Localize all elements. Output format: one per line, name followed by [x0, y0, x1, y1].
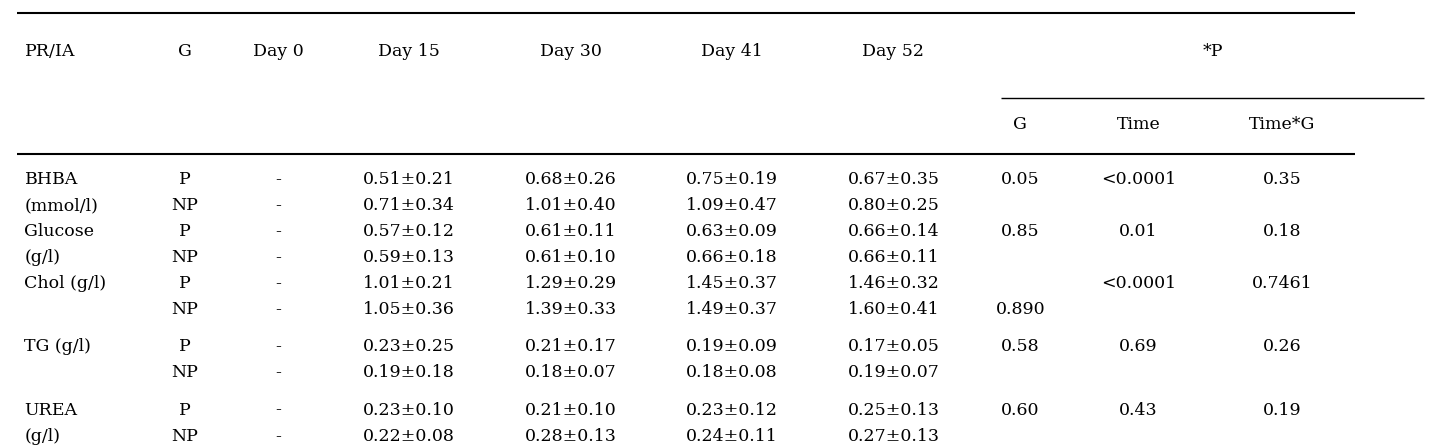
Text: 0.61±0.11: 0.61±0.11 [525, 223, 617, 240]
Text: 0.35: 0.35 [1264, 171, 1301, 188]
Text: 0.24±0.11: 0.24±0.11 [686, 428, 778, 445]
Text: <0.0001: <0.0001 [1101, 171, 1176, 188]
Text: 0.27±0.13: 0.27±0.13 [847, 428, 940, 445]
Text: NP: NP [171, 428, 197, 445]
Text: G: G [177, 43, 192, 60]
Text: Glucose: Glucose [24, 223, 95, 240]
Text: 0.69: 0.69 [1120, 338, 1157, 356]
Text: *P: *P [1202, 43, 1223, 60]
Text: -: - [275, 171, 281, 188]
Text: -: - [275, 428, 281, 445]
Text: Day 15: Day 15 [379, 43, 440, 60]
Text: 0.63±0.09: 0.63±0.09 [686, 223, 778, 240]
Text: Day 52: Day 52 [862, 43, 925, 60]
Text: NP: NP [171, 197, 197, 214]
Text: 0.80±0.25: 0.80±0.25 [847, 197, 940, 214]
Text: 0.66±0.14: 0.66±0.14 [847, 223, 940, 240]
Text: 0.18±0.08: 0.18±0.08 [686, 364, 778, 381]
Text: 0.25±0.13: 0.25±0.13 [847, 401, 940, 419]
Text: 0.17±0.05: 0.17±0.05 [847, 338, 940, 356]
Text: 0.58: 0.58 [1001, 338, 1039, 356]
Text: NP: NP [171, 364, 197, 381]
Text: 0.71±0.34: 0.71±0.34 [363, 197, 455, 214]
Text: 1.09±0.47: 1.09±0.47 [686, 197, 778, 214]
Text: P: P [179, 401, 190, 419]
Text: 0.75±0.19: 0.75±0.19 [686, 171, 778, 188]
Text: 0.61±0.10: 0.61±0.10 [525, 249, 617, 266]
Text: 0.01: 0.01 [1120, 223, 1157, 240]
Text: 1.39±0.33: 1.39±0.33 [525, 301, 617, 318]
Text: (g/l): (g/l) [24, 249, 61, 266]
Text: 0.66±0.18: 0.66±0.18 [686, 249, 778, 266]
Text: Day 30: Day 30 [540, 43, 601, 60]
Text: 0.19: 0.19 [1264, 401, 1301, 419]
Text: Time*G: Time*G [1249, 116, 1316, 133]
Text: 1.46±0.32: 1.46±0.32 [847, 275, 940, 292]
Text: -: - [275, 275, 281, 292]
Text: 0.68±0.26: 0.68±0.26 [525, 171, 617, 188]
Text: PR/IA: PR/IA [24, 43, 75, 60]
Text: 1.49±0.37: 1.49±0.37 [686, 301, 778, 318]
Text: 0.23±0.12: 0.23±0.12 [686, 401, 778, 419]
Text: NP: NP [171, 249, 197, 266]
Text: 1.01±0.40: 1.01±0.40 [525, 197, 617, 214]
Text: NP: NP [171, 301, 197, 318]
Text: <0.0001: <0.0001 [1101, 275, 1176, 292]
Text: 0.60: 0.60 [1001, 401, 1039, 419]
Text: 0.51±0.21: 0.51±0.21 [363, 171, 455, 188]
Text: 0.57±0.12: 0.57±0.12 [363, 223, 455, 240]
Text: 0.19±0.18: 0.19±0.18 [363, 364, 455, 381]
Text: 0.85: 0.85 [1001, 223, 1039, 240]
Text: 0.22±0.08: 0.22±0.08 [363, 428, 455, 445]
Text: -: - [275, 364, 281, 381]
Text: (g/l): (g/l) [24, 428, 61, 445]
Text: 0.23±0.25: 0.23±0.25 [363, 338, 455, 356]
Text: P: P [179, 338, 190, 356]
Text: TG (g/l): TG (g/l) [24, 338, 91, 356]
Text: -: - [275, 338, 281, 356]
Text: (mmol/l): (mmol/l) [24, 197, 98, 214]
Text: -: - [275, 301, 281, 318]
Text: 0.05: 0.05 [1001, 171, 1039, 188]
Text: G: G [1013, 116, 1027, 133]
Text: 0.890: 0.890 [996, 301, 1045, 318]
Text: -: - [275, 223, 281, 240]
Text: -: - [275, 401, 281, 419]
Text: P: P [179, 171, 190, 188]
Text: 1.60±0.41: 1.60±0.41 [847, 301, 940, 318]
Text: 1.45±0.37: 1.45±0.37 [686, 275, 778, 292]
Text: P: P [179, 223, 190, 240]
Text: P: P [179, 275, 190, 292]
Text: 0.23±0.10: 0.23±0.10 [363, 401, 455, 419]
Text: Day 0: Day 0 [252, 43, 304, 60]
Text: 0.19±0.09: 0.19±0.09 [686, 338, 778, 356]
Text: 0.43: 0.43 [1120, 401, 1157, 419]
Text: 0.59±0.13: 0.59±0.13 [363, 249, 455, 266]
Text: 0.26: 0.26 [1264, 338, 1301, 356]
Text: 0.67±0.35: 0.67±0.35 [847, 171, 940, 188]
Text: Chol (g/l): Chol (g/l) [24, 275, 107, 292]
Text: UREA: UREA [24, 401, 78, 419]
Text: 1.29±0.29: 1.29±0.29 [525, 275, 617, 292]
Text: -: - [275, 197, 281, 214]
Text: 0.18: 0.18 [1264, 223, 1301, 240]
Text: 0.18±0.07: 0.18±0.07 [525, 364, 617, 381]
Text: Day 41: Day 41 [702, 43, 762, 60]
Text: 1.01±0.21: 1.01±0.21 [363, 275, 455, 292]
Text: 0.21±0.10: 0.21±0.10 [525, 401, 617, 419]
Text: 0.19±0.07: 0.19±0.07 [847, 364, 940, 381]
Text: 0.28±0.13: 0.28±0.13 [525, 428, 617, 445]
Text: 0.7461: 0.7461 [1252, 275, 1313, 292]
Text: BHBA: BHBA [24, 171, 78, 188]
Text: Time: Time [1117, 116, 1160, 133]
Text: -: - [275, 249, 281, 266]
Text: 1.05±0.36: 1.05±0.36 [363, 301, 455, 318]
Text: 0.66±0.11: 0.66±0.11 [847, 249, 940, 266]
Text: 0.21±0.17: 0.21±0.17 [525, 338, 617, 356]
